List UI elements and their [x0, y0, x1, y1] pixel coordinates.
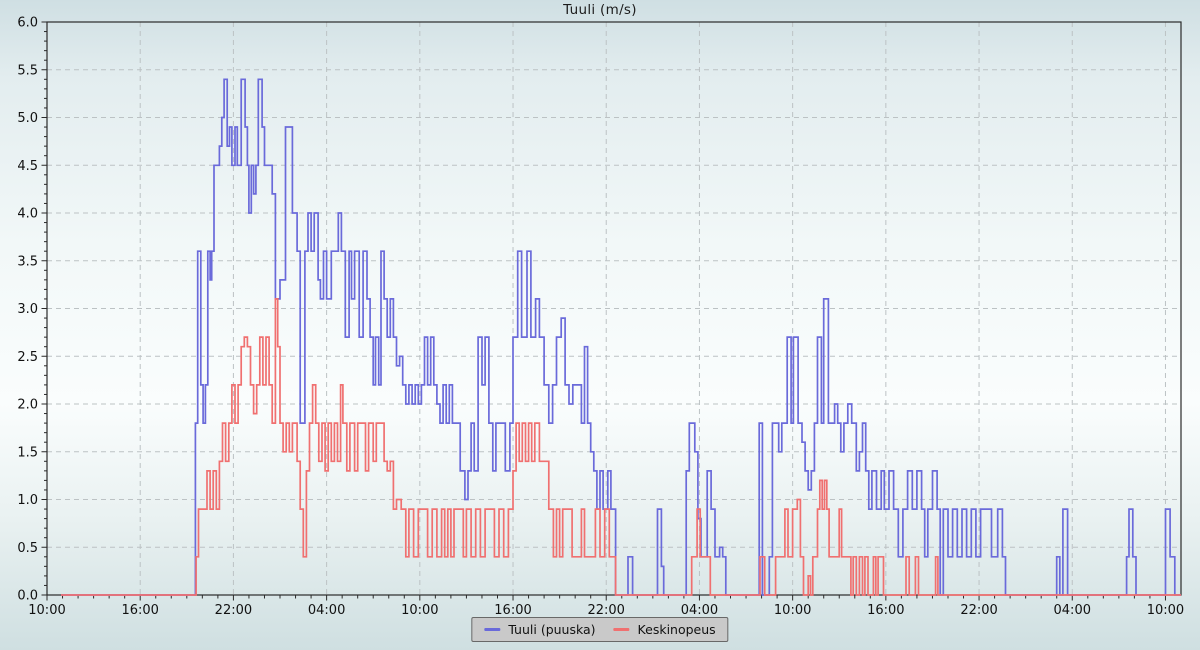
x-tick-label: 04:00 — [1054, 603, 1091, 618]
legend-box: Tuuli (puuska) Keskinopeus — [471, 617, 729, 642]
y-tick-label: 5.0 — [17, 111, 38, 126]
y-tick-label: 3.0 — [17, 302, 38, 317]
x-tick-label: 16:00 — [494, 603, 531, 618]
x-tick-label: 16:00 — [867, 603, 904, 618]
chart-title: Tuuli (m/s) — [563, 2, 637, 18]
y-tick-label: 0.5 — [17, 541, 38, 556]
series-line-average — [61, 298, 1181, 596]
legend-item-gust: Tuuli (puuska) — [484, 622, 596, 637]
y-tick-label: 6.0 — [17, 16, 38, 31]
x-tick-label: 16:00 — [121, 603, 158, 618]
legend-label-gust: Tuuli (puuska) — [508, 622, 596, 637]
x-tick-label: 22:00 — [960, 603, 997, 618]
x-tick-label: 10:00 — [1147, 603, 1184, 618]
legend-marker-average-line — [613, 628, 630, 631]
y-tick-label: 2.5 — [17, 350, 38, 365]
y-tick-label: 5.5 — [17, 63, 38, 78]
x-tick-label: 22:00 — [215, 603, 252, 618]
y-tick-label: 0.0 — [17, 589, 38, 604]
x-tick-label: 22:00 — [587, 603, 624, 618]
legend-label-average: Keskinopeus — [637, 622, 716, 637]
y-tick-label: 4.0 — [17, 207, 38, 222]
legend-item-average: Keskinopeus — [613, 622, 716, 637]
y-tick-label: 3.5 — [17, 254, 38, 269]
legend-marker-gust-line — [484, 628, 501, 631]
y-tick-label: 1.5 — [17, 445, 38, 460]
x-tick-label: 10:00 — [28, 603, 65, 618]
series-line-gust — [61, 78, 1181, 596]
y-tick-label: 1.0 — [17, 493, 38, 508]
y-tick-label: 4.5 — [17, 159, 38, 174]
x-tick-label: 04:00 — [308, 603, 345, 618]
x-tick-label: 10:00 — [774, 603, 811, 618]
y-tick-label: 2.0 — [17, 398, 38, 413]
x-tick-label: 10:00 — [401, 603, 438, 618]
plot-frame — [46, 21, 1182, 596]
x-tick-label: 04:00 — [681, 603, 718, 618]
